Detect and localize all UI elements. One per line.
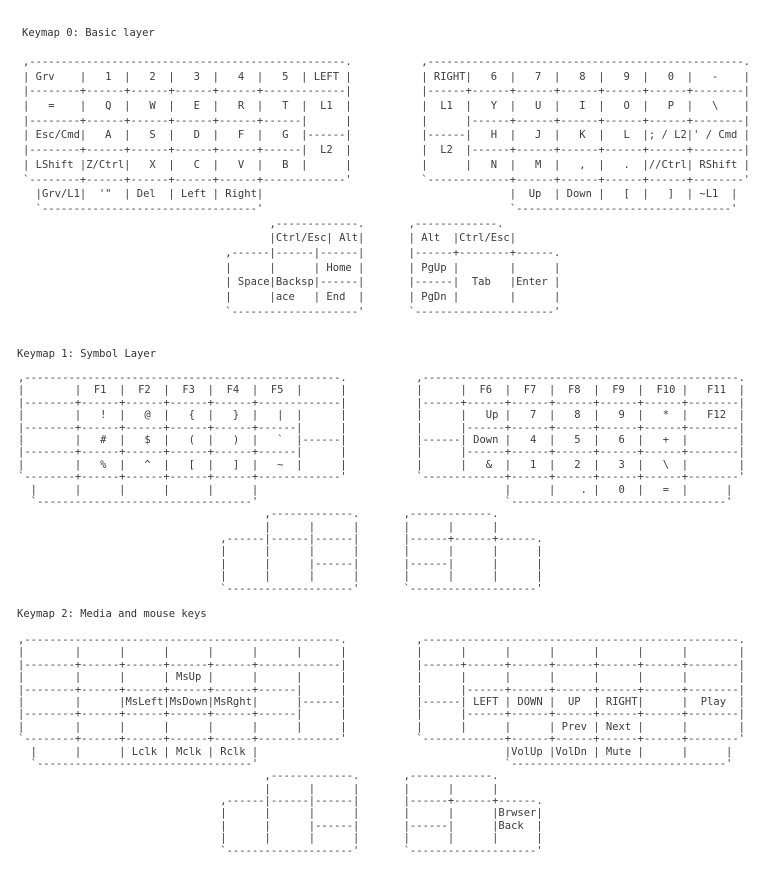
keymap-line: | | | | | | | | | | | | | | | | [18,646,745,659]
keymap-line: | | | Lclk | Mclk | Rclk | |VolUp |VolDn… [18,745,733,758]
keymap-line: ,------|------|------| |------+------+--… [18,533,543,546]
keymap-line: | | |------| |------| |Back | [18,819,543,832]
keymap-line: |--------+------+------+------+------+--… [23,144,750,157]
keymap-line: | Space|Backsp|------| |------| Tab |Ent… [23,276,561,289]
keymap-line: `----------------------------------' `--… [23,202,738,215]
keymap-line: | | | | | | [18,782,499,795]
keymap-line: | | | | | | | | | | | | Prev | Next | | … [18,720,745,733]
keymap-line: |Ctrl/Esc| Alt| | Alt |Ctrl/Esc| [23,232,517,245]
keymap-line: ,------|------|------| |------+------+--… [18,795,543,808]
keymap-line: `----------------------------------' `--… [18,495,733,508]
keymap-line: `----------------------------------' `--… [18,757,733,770]
keymap-line: | | | | | | | | [18,832,543,845]
keymap-line: ,---------------------------------------… [18,372,745,384]
keymap-line: ,---------------------------------------… [18,634,745,646]
keymap-line: | | % | ^ | [ | ] | ~ | | | | & | 1 | 2 … [18,458,745,471]
keymap-line: | | | | MsUp | | | | | | | | | | | | [18,671,745,684]
keymap-line: |--------+------+------+------+------+--… [18,396,745,409]
keymap-line: | | | | | | | | [18,570,543,583]
keymap-line: |Grv/L1| '" | Del | Left | Right| | Up |… [23,188,738,201]
keymap-line: | | | | | | [18,520,499,533]
keymap-line: ,-------------. ,-------------. [18,770,499,783]
keymap-line: `--------------------' `----------------… [18,844,543,857]
keymap-2-diagram: ,---------------------------------------… [18,634,745,857]
keymap-line: |--------+------+------+------+------+--… [18,708,745,721]
keymap-line: | | ! | @ | { | } | | | | | | Up | 7 | 8… [18,409,745,422]
keymap-line: ,-------------. ,-------------. [18,508,499,521]
keymap-line: | | # | $ | ( | ) | ` |------| |------| … [18,433,745,446]
keymap-line: | Grv | 1 | 2 | 3 | 4 | 5 | LEFT | | RIG… [23,70,750,83]
keymap-line: `--------+------+------+------+------+--… [18,733,745,746]
keymap-line: | | F1 | F2 | F3 | F4 | F5 | | | | F6 | … [18,384,745,397]
keymap-line: `--------------------' `----------------… [18,582,543,595]
keymap-line: ,-------------. ,-------------. [23,217,504,230]
keymap-line: |--------+------+------+------+------+--… [18,446,745,459]
keymap-line: |--------+------+------+------+------+--… [18,658,745,671]
keymap-line: |--------+------+------+------+------+--… [18,683,745,696]
keymap-line: `--------------------' `----------------… [23,305,561,318]
keymap-line: | | | | | | |Brwser| [18,807,543,820]
keymap-line: | | |MsLeft|MsDown|MsRght| |------| |---… [18,695,745,708]
keymap-1-title: Keymap 1: Symbol Layer [17,348,157,360]
keymap-0-diagram: ,---------------------------------------… [23,55,750,319]
keymap-line: | | | | | | | | [18,545,543,558]
keymap-line: ,------|------|------| |------+--------+… [23,246,561,259]
keymap-line: | LShift |Z/Ctrl| X | C | V | B | | | | … [23,158,750,171]
keymap-line: | | |------| |------| | | [18,557,543,570]
keymap-2-title: Keymap 2: Media and mouse keys [17,608,207,620]
keymap-1-diagram: ,---------------------------------------… [18,372,745,595]
keymap-line: ,---------------------------------------… [23,56,750,68]
keymap-0-title: Keymap 0: Basic layer [22,27,155,39]
keymap-line: `--------+------+------+------+------+--… [18,471,745,484]
keymap-line: | Esc/Cmd| A | S | D | F | G |------| |-… [23,129,750,142]
keymap-line: | | | | | | | | . | 0 | = | | [18,483,733,496]
keymap-line: | | | Home | | PgUp | | | [23,261,561,274]
keymap-line: |--------+------+------+------+------+--… [23,114,750,127]
keymap-line: |--------+------+------+------+------+--… [18,421,745,434]
keymap-line: | |ace | End | | PgDn | | | [23,291,561,303]
keymap-line: `--------+------+------+------+------+--… [23,173,750,186]
keymap-line: | = | Q | W | E | R | T | L1 | | L1 | Y … [23,100,750,113]
keymap-line: |--------+------+------+------+------+--… [23,85,750,98]
